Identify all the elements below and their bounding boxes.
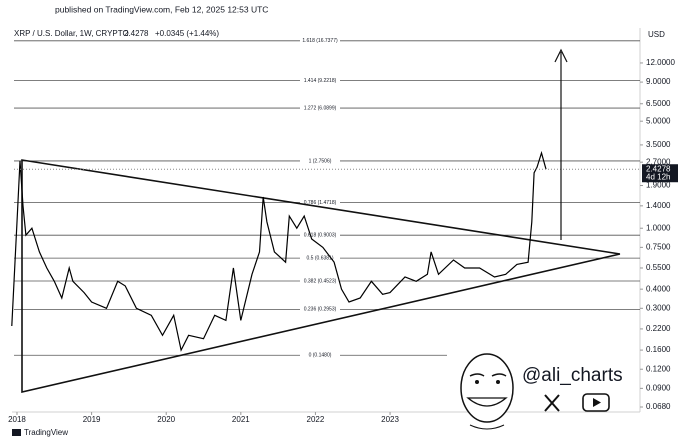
grin	[466, 397, 508, 407]
axis-unit: USD	[648, 30, 665, 39]
fib-label-bg	[300, 198, 340, 207]
fib-label: 0.786 (1.4718)	[304, 200, 337, 206]
y-tick-label: 1.9000	[646, 181, 671, 190]
x-tick-label: 2019	[83, 415, 101, 424]
y-tick-label: 0.0900	[646, 383, 671, 392]
fib-label: 1.414 (9.2218)	[304, 78, 337, 84]
x-tick-label: 2021	[232, 415, 250, 424]
y-tick-label: 9.0000	[646, 77, 671, 86]
arrow-head	[554, 48, 568, 63]
fib-label: 1.272 (6.0899)	[304, 105, 337, 111]
price-tag	[642, 164, 678, 183]
y-tick-label: 1.0000	[646, 223, 671, 232]
fib-label-bg	[300, 36, 340, 45]
x-tick-label: 2020	[157, 415, 175, 424]
footer: TradingView	[24, 428, 68, 437]
fib-label-bg	[300, 351, 340, 360]
y-tick-label: 0.1600	[646, 345, 671, 354]
y-tick-label: 1.4000	[646, 201, 671, 210]
x-icon[interactable]	[544, 394, 560, 412]
fib-label-bg	[300, 276, 340, 285]
fib-label-bg	[300, 104, 340, 113]
y-tick-label: 2.7000	[646, 157, 671, 166]
brows	[469, 373, 507, 377]
x-tick-label: 2023	[381, 415, 399, 424]
fib-label: 0.236 (0.2953)	[304, 307, 337, 313]
y-tick-label: 0.0680	[646, 402, 671, 411]
y-tick-label: 0.2200	[646, 324, 671, 333]
fib-label-bg	[300, 76, 340, 85]
eye	[496, 380, 500, 384]
y-tick-label: 6.5000	[646, 99, 671, 108]
fib-label-bg	[300, 254, 340, 263]
plot	[11, 150, 640, 352]
x-tick-label: 2018	[8, 415, 26, 424]
fib-label: 1.618 (16.7377)	[302, 38, 338, 44]
fib-label: 0.382 (0.4523)	[304, 278, 337, 284]
fib-label: 0.5 (0.6381)	[307, 255, 334, 261]
x-tick-label: 2022	[307, 415, 325, 424]
y-tick-label: 0.1200	[646, 364, 671, 373]
neck	[469, 424, 505, 430]
price-line	[11, 150, 547, 352]
triangle	[21, 159, 621, 394]
publish-note: published on TradingView.com, Feb 12, 20…	[55, 4, 268, 14]
fib-group: 1.618 (16.7377) 1.414 (9.2218) 1.272 (6.08…	[14, 36, 640, 360]
fib-label-bg	[300, 305, 340, 314]
countdown-text: 4d 12h	[646, 172, 670, 181]
fib-label-bg	[300, 231, 340, 240]
last-price-text: 2.4278	[124, 29, 149, 38]
avatar	[460, 353, 514, 430]
change-text: +0.0345 (+1.44%)	[155, 29, 219, 38]
fib-label: 0.618 (0.9003)	[304, 233, 337, 239]
y-tick-label: 12.0000	[646, 58, 675, 67]
youtube-play	[593, 398, 601, 407]
chart-title: XRP / U.S. Dollar, 1W, CRYPTO	[14, 29, 129, 38]
y-tick-label: 5.0000	[646, 116, 671, 125]
watermark: @ali_charts	[522, 365, 623, 386]
y-tick-label: 0.7500	[646, 242, 671, 251]
eye	[475, 380, 479, 384]
y-tick-label: 0.5500	[646, 263, 671, 272]
fib-label: 0 (0.1480)	[309, 353, 332, 359]
tv-logo	[12, 429, 21, 436]
y-tick-label: 0.3000	[646, 303, 671, 312]
y-tick-label: 0.4000	[646, 284, 671, 293]
fib-label: 1 (2.7506)	[309, 158, 332, 164]
price-tag-text: 2.4278	[646, 164, 671, 173]
face	[460, 353, 514, 423]
fib-label-bg	[300, 156, 340, 165]
youtube-icon[interactable]	[582, 393, 610, 412]
y-tick-label: 3.5000	[646, 140, 671, 149]
